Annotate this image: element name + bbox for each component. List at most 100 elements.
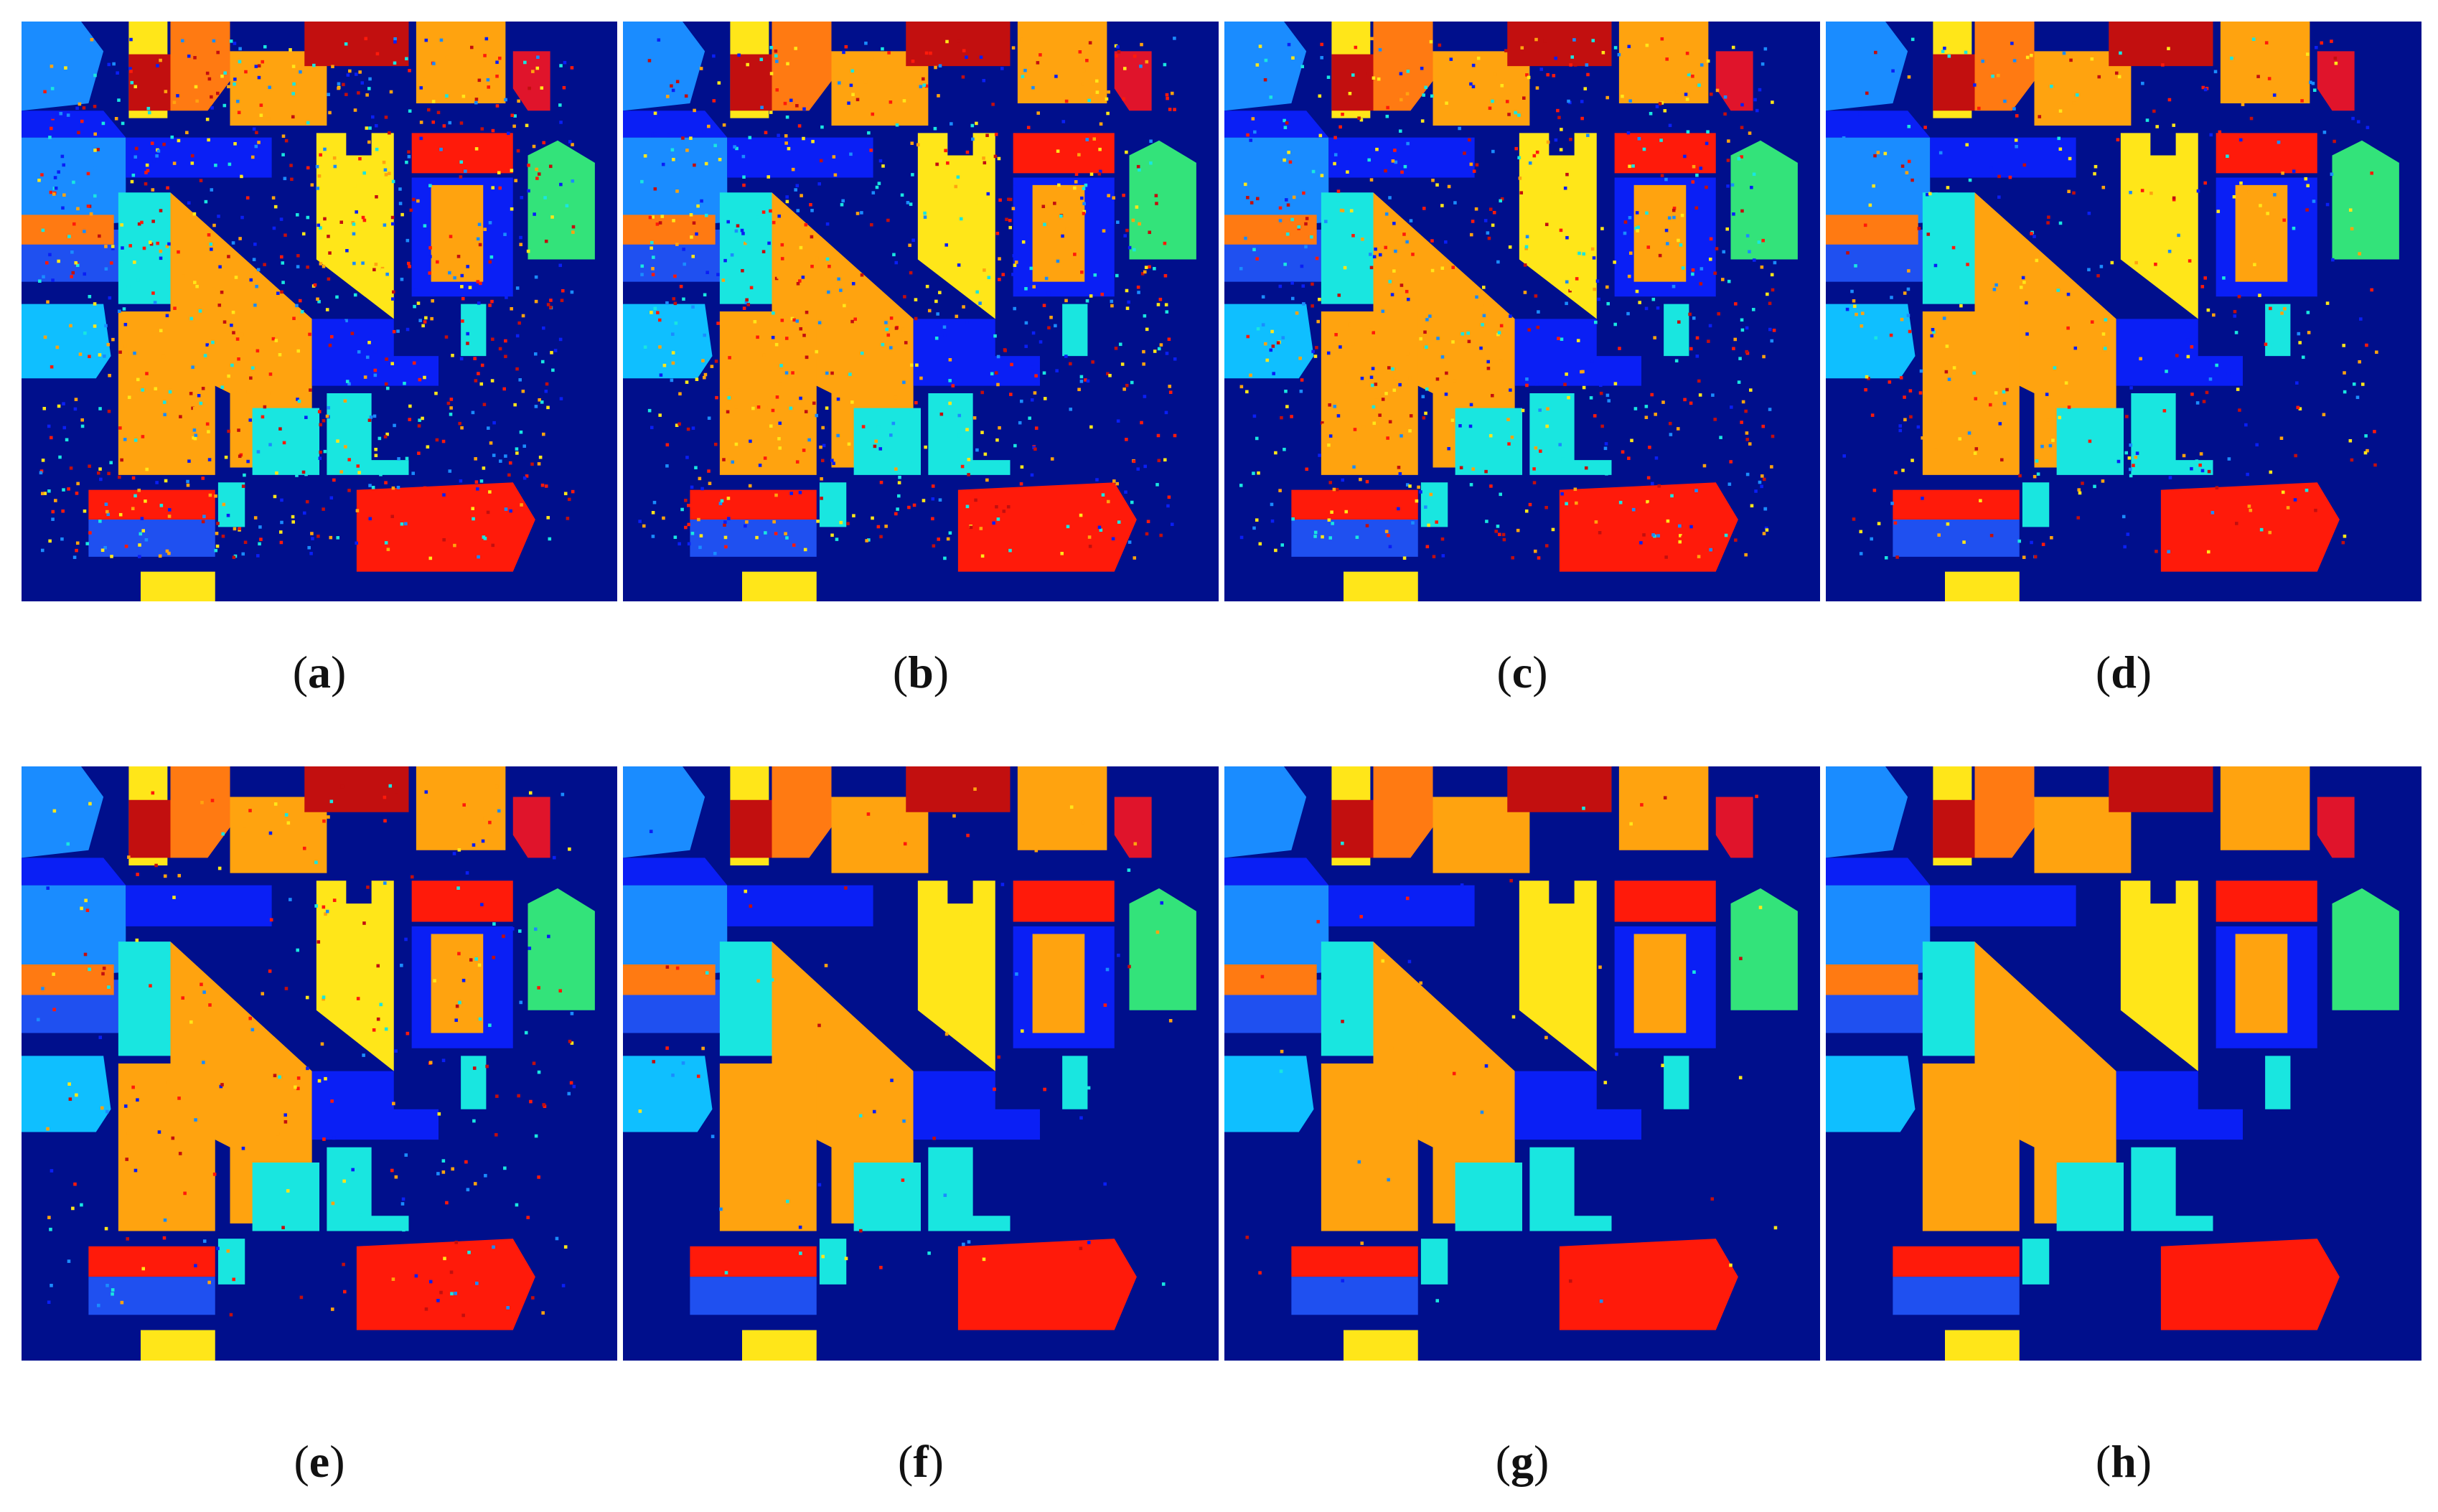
noise-pixel [136,873,139,876]
noise-pixel [816,520,820,523]
noise-pixel [1378,48,1382,52]
noise-pixel [1655,105,1659,108]
noise-pixel [774,276,779,281]
noise-pixel [1064,354,1068,358]
noise-pixel [1371,367,1375,370]
noise-pixel [375,147,379,151]
noise-pixel [1891,69,1895,73]
noise-pixel [2239,181,2243,185]
noise-pixel [1762,477,1766,482]
noise-pixel [531,1296,535,1300]
noise-pixel [1661,42,1666,47]
noise-pixel [376,964,380,968]
region-center-orange [1373,192,1515,468]
noise-pixel [900,193,904,197]
noise-pixel [492,421,496,425]
noise-pixel [1015,972,1018,976]
noise-pixel [519,1000,523,1005]
noise-pixel [155,481,159,484]
region-center-yellow [917,133,995,319]
noise-pixel [100,548,105,553]
noise-pixel [1168,385,1172,388]
noise-pixel [266,117,271,121]
noise-pixel [1763,507,1768,511]
noise-pixel [477,301,481,305]
noise-pixel [535,66,540,70]
noise-pixel [136,377,140,382]
noise-pixel [998,426,1001,430]
noise-pixel [1582,252,1585,256]
noise-pixel [1469,233,1473,237]
noise-pixel [133,494,137,498]
noise-pixel [80,119,84,123]
noise-pixel [2152,109,2156,113]
noise-pixel [1122,193,1125,197]
noise-pixel [655,222,660,226]
noise-pixel [1255,63,1260,67]
noise-pixel [391,297,395,301]
noise-pixel [541,1311,545,1315]
noise-pixel [416,301,421,305]
noise-pixel [1425,318,1429,321]
noise-pixel [1256,327,1260,331]
noise-pixel [140,220,144,225]
noise-pixel [1536,325,1540,329]
noise-pixel [342,320,346,324]
noise-pixel [1691,272,1694,276]
noise-pixel [1651,482,1654,486]
noise-pixel [2342,344,2345,347]
noise-pixel [1167,495,1171,499]
noise-pixel [1528,161,1532,165]
noise-pixel [88,354,91,359]
noise-pixel [1374,382,1378,386]
noise-pixel [133,438,138,442]
noise-pixel [106,1109,109,1114]
noise-pixel [278,353,282,357]
noise-pixel [1903,418,1907,422]
noise-pixel [811,139,815,144]
noise-pixel [167,242,171,246]
noise-pixel [849,152,853,156]
noise-pixel [894,395,898,400]
noise-pixel [548,164,553,169]
noise-pixel [237,428,240,432]
noise-pixel [1000,883,1005,886]
noise-pixel [390,215,395,220]
noise-pixel [1638,301,1641,304]
noise-pixel [2078,491,2082,495]
noise-pixel [228,162,232,166]
noise-pixel [906,201,910,205]
noise-pixel [658,345,662,349]
noise-pixel [711,1135,715,1139]
noise-pixel [1654,456,1659,460]
noise-pixel [194,433,198,438]
noise-pixel [344,445,347,449]
noise-pixel [1592,256,1596,260]
noise-pixel [186,479,189,484]
noise-pixel [1359,118,1364,122]
noise-pixel [700,199,703,203]
noise-pixel [1283,118,1286,123]
noise-pixel [710,365,714,368]
noise-pixel [55,113,60,118]
noise-pixel [1285,198,1288,202]
noise-pixel [1263,342,1267,346]
noise-pixel [233,527,237,531]
noise-pixel [431,299,434,303]
region-sw-lightblue [1826,304,1916,379]
noise-pixel [1420,119,1425,123]
noise-pixel [282,441,286,445]
noise-pixel [1907,75,1911,79]
noise-pixel [217,215,220,218]
noise-pixel [130,179,134,184]
noise-pixel [90,37,94,42]
region-west-orange [623,964,716,995]
noise-pixel [786,1199,789,1203]
noise-pixel [151,291,155,295]
noise-pixel [1604,442,1608,446]
noise-pixel [108,374,111,377]
noise-pixel [335,295,339,299]
noise-pixel [1357,116,1361,120]
noise-pixel [1073,186,1077,190]
noise-pixel [156,241,159,245]
